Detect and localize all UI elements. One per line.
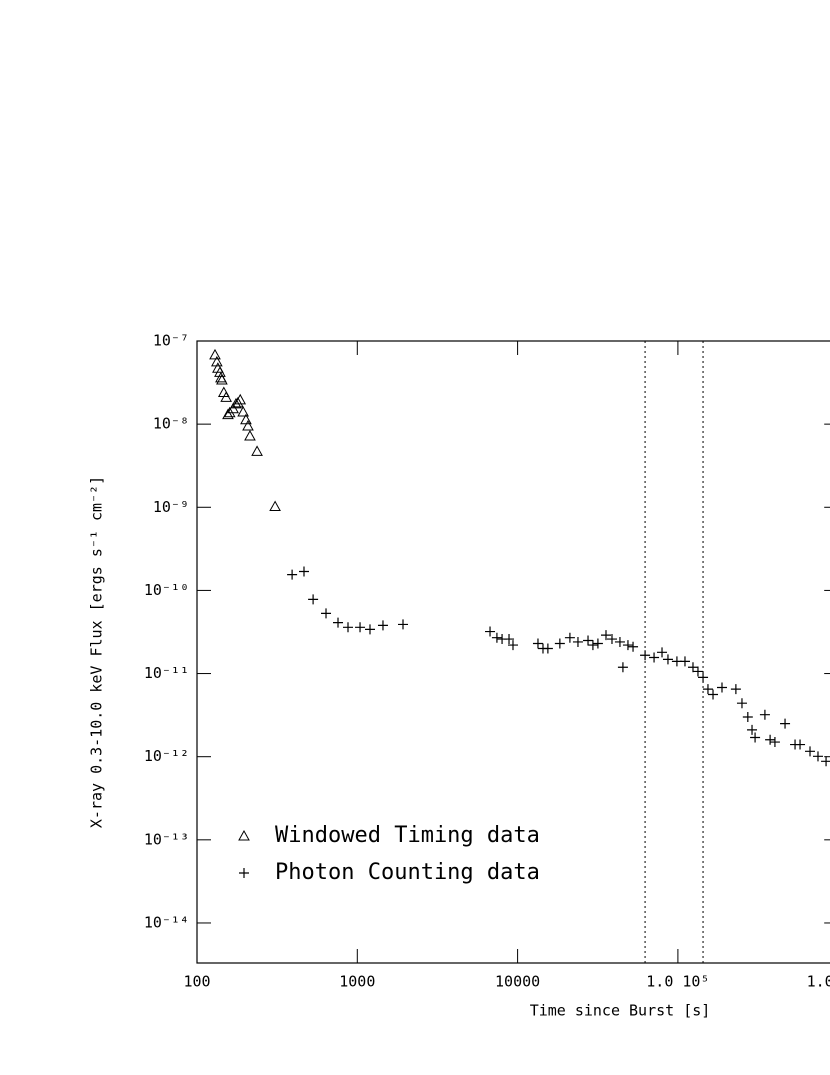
triangle-marker [232, 396, 244, 408]
plus-marker [769, 737, 780, 748]
x-tick-label: 100 [183, 973, 210, 991]
y-tick-label: 10⁻⁹ [153, 498, 189, 516]
plus-marker [564, 632, 575, 643]
x-tick-label: 10000 [495, 973, 540, 991]
plus-marker [583, 635, 594, 646]
x-axis-title: Time since Burst [s] [530, 1002, 711, 1020]
triangle-marker [242, 419, 254, 431]
plus-marker [614, 636, 625, 647]
plus-marker [333, 617, 344, 628]
triangle-marker [214, 366, 226, 377]
triangle-marker [251, 445, 263, 456]
plus-marker [606, 634, 617, 645]
x-tick-label: 1.0 10⁵ [646, 973, 709, 991]
plus-marker [364, 624, 375, 635]
plus-marker [617, 662, 628, 673]
plus-marker [805, 746, 816, 757]
legend-marker [239, 868, 249, 878]
plus-marker [377, 620, 388, 631]
plus-marker [600, 630, 611, 641]
plus-marker [765, 734, 776, 745]
plus-marker [747, 724, 758, 735]
plus-marker [736, 698, 747, 709]
triangle-marker [244, 429, 256, 441]
plus-marker [821, 756, 830, 767]
plus-marker [750, 732, 761, 743]
triangle-marker [216, 373, 228, 385]
plus-marker [622, 640, 633, 651]
plus-marker [679, 656, 690, 667]
plus-marker [572, 636, 583, 647]
y-tick-label: 10⁻¹³ [144, 830, 189, 848]
triangle-marker [223, 406, 236, 418]
y-tick-label: 10⁻⁷ [153, 332, 189, 350]
plus-marker [730, 684, 741, 695]
plus-marker [657, 647, 668, 658]
plus-marker [628, 641, 639, 652]
plus-marker [398, 619, 409, 630]
plus-marker [812, 751, 823, 762]
plus-marker [708, 689, 719, 700]
legend-marker [238, 829, 250, 841]
plus-marker [649, 652, 660, 663]
plus-marker [343, 622, 354, 633]
triangle-marker [269, 500, 281, 512]
triangle-marker [234, 393, 247, 405]
legend-label: Photon Counting data [275, 860, 540, 885]
plus-marker [321, 608, 332, 619]
plus-marker [662, 654, 673, 665]
plus-marker [780, 718, 791, 729]
x-tick-label: 1000 [339, 973, 375, 991]
plus-marker [640, 650, 651, 661]
plus-marker [687, 662, 698, 673]
plus-marker [507, 640, 518, 651]
y-tick-label: 10⁻¹⁰ [144, 581, 189, 599]
plus-marker [554, 638, 565, 649]
plus-marker [692, 666, 703, 677]
plus-marker [287, 569, 298, 580]
legend-label: Windowed Timing data [275, 823, 540, 848]
y-tick-label: 10⁻⁸ [153, 415, 189, 433]
plus-marker [298, 566, 309, 577]
x-tick-label: 1.0 10⁶ [807, 973, 830, 991]
plus-marker [542, 643, 553, 654]
plus-marker [355, 622, 366, 633]
triangle-marker [222, 408, 234, 420]
y-tick-label: 10⁻¹² [144, 747, 189, 765]
y-tick-label: 10⁻¹⁴ [144, 913, 189, 931]
triangle-marker [209, 348, 221, 360]
triangle-marker [220, 391, 232, 402]
plus-marker [742, 712, 753, 723]
plus-marker [698, 672, 709, 683]
plus-marker [592, 638, 603, 649]
y-tick-label: 10⁻¹¹ [144, 664, 189, 682]
plus-marker [485, 626, 496, 637]
plus-marker [716, 682, 727, 693]
plus-marker [504, 634, 515, 645]
plus-marker [587, 640, 598, 651]
plus-marker [702, 684, 713, 695]
plus-marker [759, 709, 770, 720]
plus-marker [795, 739, 806, 750]
plus-marker [491, 632, 502, 643]
plus-marker [308, 594, 319, 605]
triangle-marker [237, 405, 249, 417]
y-axis-title: X-ray 0.3-10.0 keV Flux [ergs s⁻¹ cm⁻²] [88, 476, 106, 828]
plus-marker [532, 638, 543, 649]
